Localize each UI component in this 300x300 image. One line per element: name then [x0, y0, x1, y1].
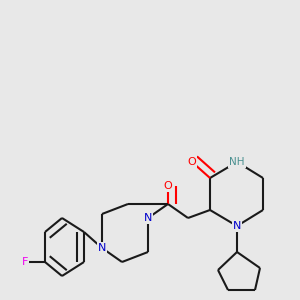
Text: O: O [188, 157, 196, 167]
Text: F: F [22, 257, 28, 267]
Text: N: N [98, 243, 106, 253]
Text: N: N [144, 213, 152, 223]
Text: O: O [164, 181, 172, 191]
Text: NH: NH [229, 157, 245, 167]
Text: N: N [233, 221, 241, 231]
